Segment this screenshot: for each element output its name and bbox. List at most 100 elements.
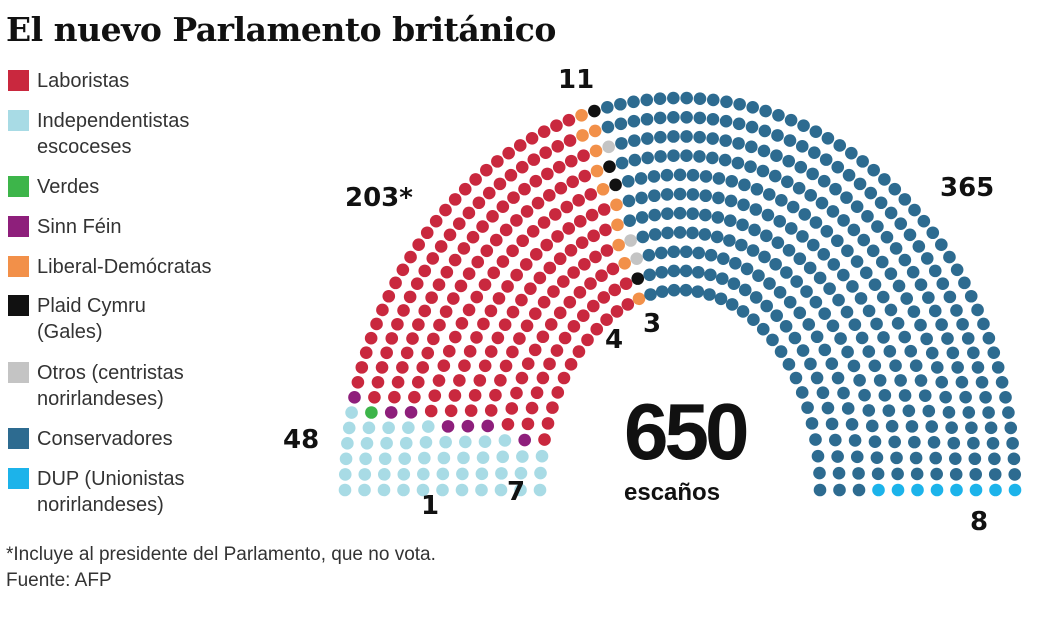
legend-label: Verdes [37,174,99,200]
seat-dot [686,168,700,182]
seat-dot [551,230,564,243]
seat-dot [581,333,594,347]
seat-dot [852,467,865,480]
seat-dot [595,269,608,283]
seat-dot [462,206,476,220]
seat-dot [826,205,840,218]
seat-dot [798,208,812,221]
seat-dot [578,169,592,183]
seat-dot [573,215,587,228]
seat-dot [573,286,587,299]
seat-dot [691,285,705,298]
seat-dot [543,189,556,202]
seat-dot [903,228,917,242]
seat-dot [564,243,578,257]
seat-dot [368,390,381,404]
seat-dot [572,345,586,358]
seat-dot [537,216,551,229]
seat-dot [865,419,879,433]
seat-dot [905,420,919,433]
legend-item: Liberal-Demócratas [8,254,212,280]
label-conservative: 365 [940,173,995,203]
seat-dot [619,277,633,291]
seat-dot [506,345,519,359]
chart-title: El nuevo Parlamento británico [6,10,556,49]
seat-dot [770,309,783,322]
seat-dot [515,371,529,385]
seat-dot [484,404,498,417]
seat-dot [891,483,905,497]
seat-dot [538,433,551,446]
seat-dot [496,255,510,268]
seat-dot [788,331,802,345]
seat-dot [680,91,693,105]
seat-dot [457,451,470,465]
seat-dot [813,271,827,285]
seat-dot [520,319,534,333]
seat-dot [667,264,681,278]
seat-dot [563,295,577,309]
seat-dot [455,483,469,497]
seat-dot [345,406,358,419]
seat-dot [468,389,482,402]
seat-dot [756,164,770,178]
seat-dot [891,467,904,481]
seat-dot [564,358,578,371]
seat-dot [396,263,410,277]
seat-dot [889,359,902,373]
seat-dot [397,468,411,481]
seat-dot [627,114,641,128]
seat-dot [439,435,452,449]
seat-dot [965,421,978,435]
seat-dot [792,181,806,195]
seat-dot [831,234,844,248]
legend-swatch [8,428,29,449]
seat-dot [416,361,430,374]
seat-dot [862,404,876,417]
seat-dot [719,134,732,147]
seat-dot [536,371,550,385]
seat-dot [738,178,751,192]
seat-dot [560,200,574,214]
seat-dot [738,283,752,297]
seat-dot [748,223,761,237]
seat-dot [602,140,615,154]
seat-dot [710,230,724,244]
seat-dot [440,265,454,279]
seat-dot [588,104,601,118]
seat-dot [987,346,1001,359]
seat-dot [378,452,392,466]
label-sinn-fein: 7 [507,477,526,507]
seat-dot [827,258,841,271]
seat-dot [642,248,656,262]
seat-dot [706,132,719,145]
seat-dot [348,391,361,404]
seat-dot [587,229,600,243]
seat-dot [471,255,485,269]
seat-dot [961,332,975,345]
seat-dot [636,230,650,244]
seat-dot [833,139,847,152]
seat-dot [962,406,976,419]
seat-dot [823,282,836,295]
seat-dot [339,452,353,466]
seat-dot [829,433,842,447]
seat-dot [396,361,409,374]
seat-dot [458,359,471,373]
seat-dot [930,483,944,497]
seat-dot [506,244,519,258]
seat-dot [809,216,823,229]
seat-dot [448,389,462,402]
seat-dot [943,290,957,304]
seat-dot [388,390,401,404]
seat-dot [432,374,446,387]
seat-dot [442,344,456,358]
seat-dot [567,320,581,333]
seat-dot [929,451,942,465]
seat-dot [628,134,641,147]
seat-dot [889,242,903,255]
seat-dot [950,483,963,497]
seat-dot [711,211,725,224]
seat-dot [733,97,746,111]
seat-dot [959,390,972,404]
